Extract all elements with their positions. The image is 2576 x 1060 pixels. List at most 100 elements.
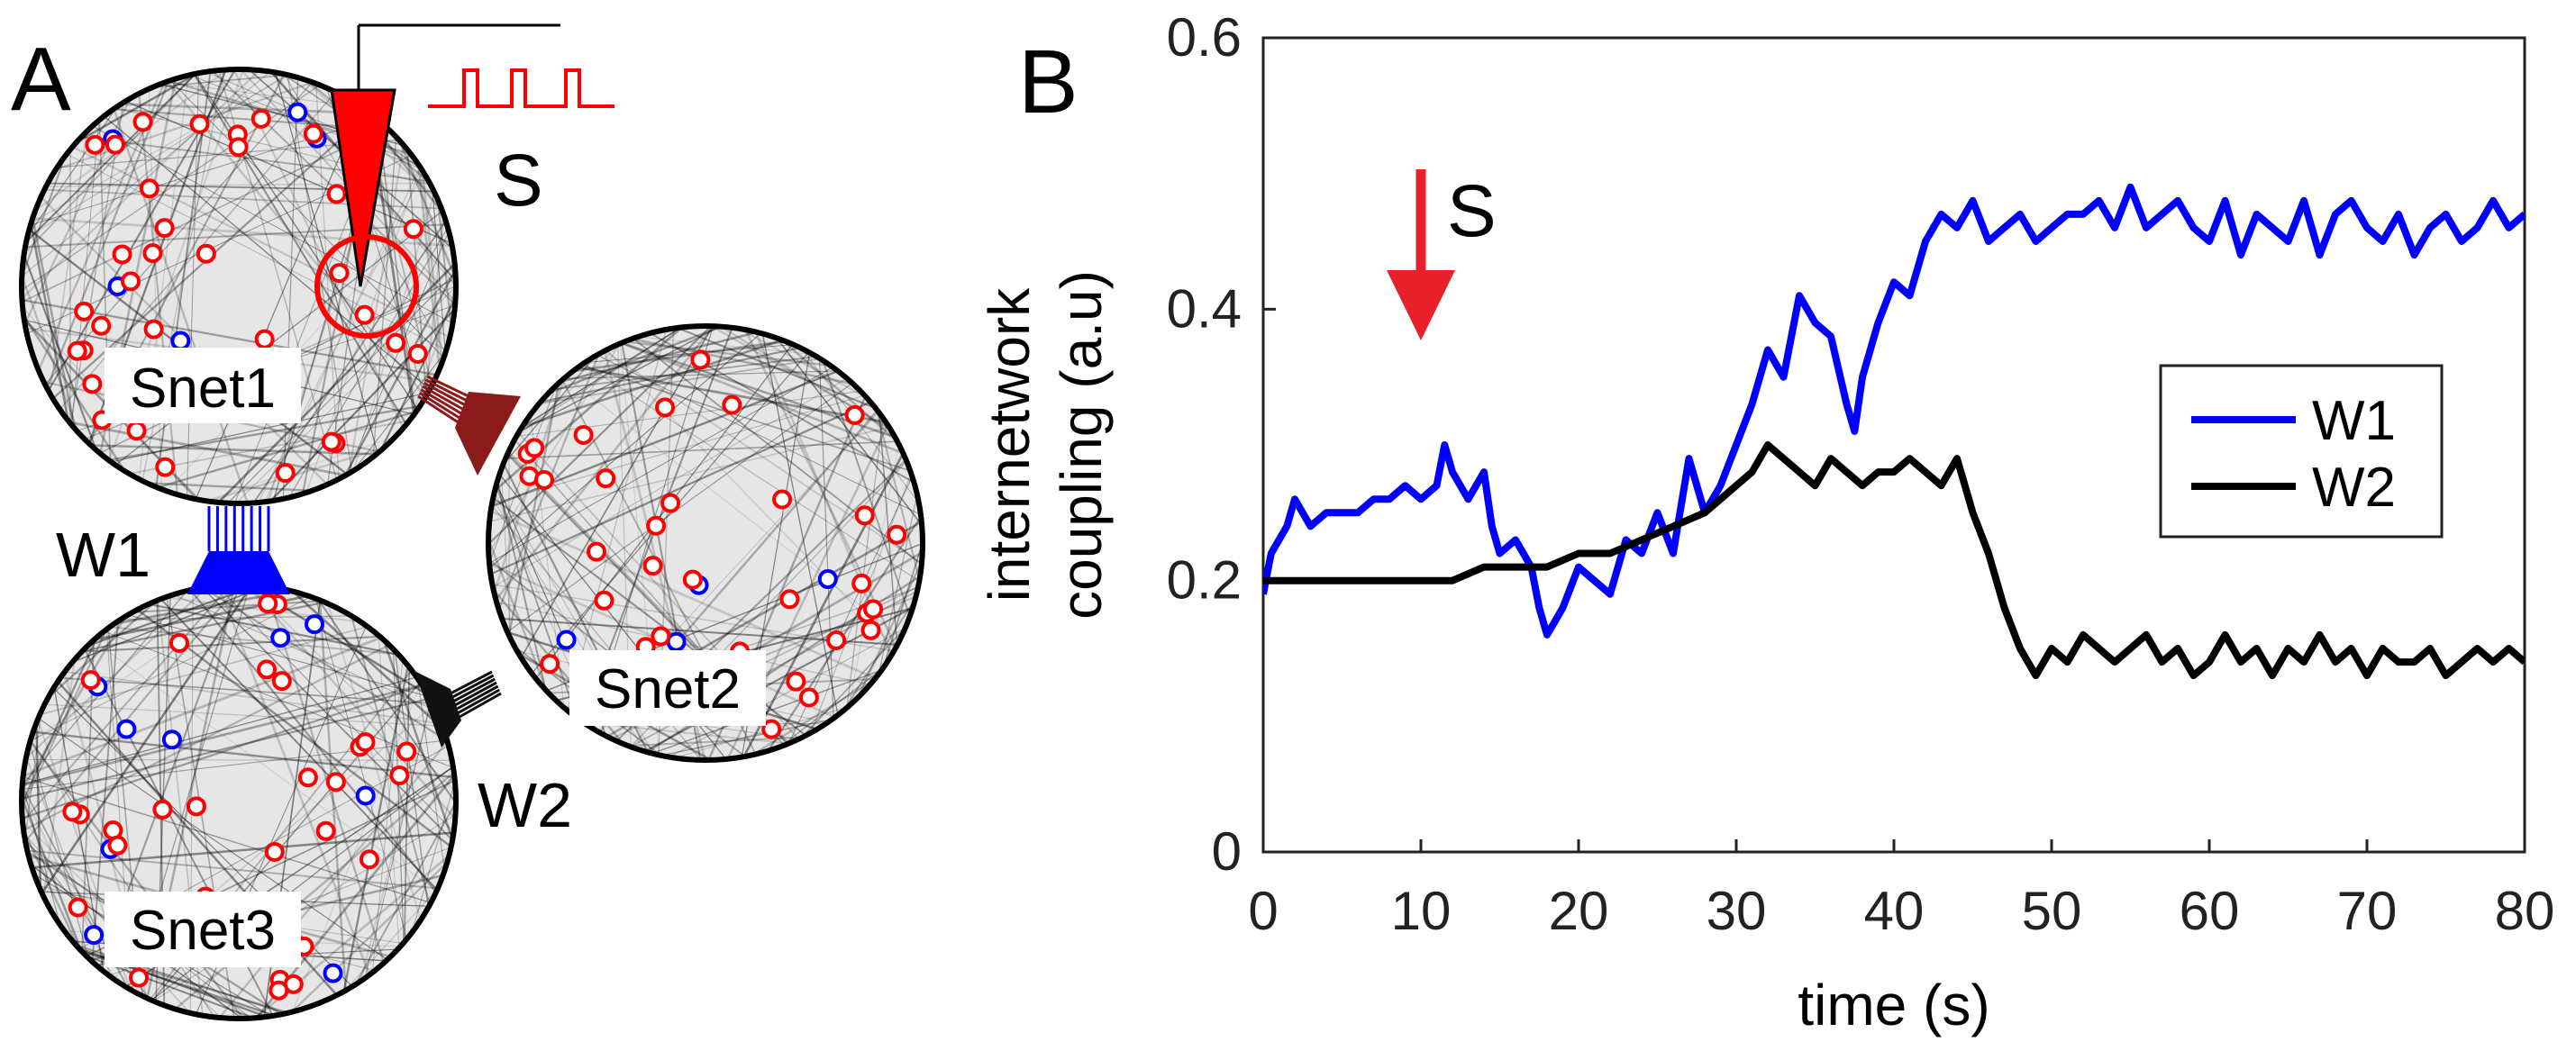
connection-line — [596, 354, 922, 516]
excitatory-neuron — [303, 123, 323, 144]
connection-line — [505, 440, 897, 460]
connection-line — [565, 376, 902, 638]
y-tick-label: 0.2 — [1167, 550, 1242, 611]
connection-line — [660, 719, 833, 756]
connection-line — [352, 192, 435, 471]
connection-line — [22, 684, 423, 820]
coupling-connectors — [187, 375, 521, 747]
stimulus-electrode: S — [314, 23, 614, 339]
connection-line — [152, 814, 456, 1001]
connection-line — [23, 314, 126, 472]
connection-line — [560, 331, 758, 384]
excitatory-neuron — [105, 134, 125, 155]
connection-line — [364, 700, 432, 979]
excitatory-neuron — [646, 515, 667, 536]
connection-line — [548, 326, 723, 394]
excitatory-neuron — [651, 626, 671, 647]
excitatory-neuron — [143, 319, 164, 340]
inhibitory-neuron — [287, 102, 308, 122]
connection-line — [31, 74, 289, 224]
connection-line — [846, 418, 884, 708]
connection-line — [822, 359, 911, 617]
connection-line — [22, 71, 271, 277]
y-axis-label: internetwork coupling (a.u) — [977, 270, 1114, 620]
panel-b-letter: B — [1018, 32, 1079, 132]
excitatory-neuron — [594, 590, 614, 611]
label-background — [569, 650, 766, 726]
w1-connector — [207, 506, 270, 551]
connection-line — [55, 81, 314, 170]
excitatory-neuron — [168, 633, 189, 654]
connection-line — [232, 69, 405, 429]
connection-line — [516, 390, 861, 438]
inhibitory-neuron — [161, 729, 182, 750]
connection-line — [22, 275, 79, 433]
inhibitory-neuron — [84, 925, 105, 946]
connection-line — [22, 697, 431, 800]
connection-line — [189, 589, 437, 893]
excitatory-neuron — [690, 349, 711, 370]
connection-line — [882, 542, 923, 668]
connection-line — [201, 586, 453, 841]
connection-line — [49, 131, 88, 394]
connection-line — [264, 166, 421, 503]
connection-line — [585, 344, 794, 363]
excitatory-neuron — [264, 841, 285, 862]
y-axis-label-line2: coupling (a.u) — [1049, 270, 1114, 620]
connection-line — [27, 849, 439, 890]
excitatory-neuron — [786, 671, 806, 692]
stimulus-arrow-shaft — [1415, 169, 1426, 282]
connection-line — [490, 510, 877, 680]
inhibitory-neuron — [270, 628, 291, 648]
subnetwork-snet1: Snet1 — [19, 67, 459, 506]
excitatory-neuron — [186, 796, 206, 817]
excitatory-neuron — [189, 113, 210, 134]
connection-line — [604, 349, 923, 565]
w2-connector — [450, 670, 502, 719]
connection-line — [318, 600, 347, 991]
excitatory-neuron — [132, 112, 153, 132]
excitatory-neuron — [129, 967, 150, 988]
connection-line — [801, 348, 920, 503]
connection-line — [22, 790, 115, 980]
connection-line — [567, 329, 667, 711]
connection-line — [581, 364, 911, 472]
w1-connector-icon — [187, 551, 290, 594]
connection-line — [379, 295, 456, 451]
label-background — [105, 348, 301, 423]
excitatory-neuron — [329, 263, 350, 284]
connection-line — [751, 679, 875, 756]
connection-line — [81, 635, 380, 653]
excitatory-neuron — [271, 671, 292, 692]
connection-line — [76, 72, 198, 144]
connection-line — [343, 888, 439, 992]
excitatory-neuron — [642, 556, 663, 576]
x-tick-label: 70 — [2337, 881, 2398, 941]
w1-label: W1 — [56, 520, 150, 590]
excitatory-neuron — [407, 343, 428, 364]
connection-line — [495, 485, 578, 719]
connection-line — [343, 269, 456, 476]
connection-line — [275, 72, 378, 454]
legend-label-w1: W1 — [2312, 390, 2396, 452]
stimulation-area-icon — [314, 234, 419, 339]
x-tick-label: 80 — [2495, 881, 2555, 941]
connection-line — [631, 338, 854, 385]
excitatory-neuron — [250, 108, 271, 129]
connection-line — [90, 444, 377, 456]
connection-line — [216, 584, 454, 833]
excitatory-neuron — [772, 489, 793, 510]
connection-line — [157, 410, 417, 489]
excitatory-neuron — [85, 134, 105, 155]
connection-line — [24, 584, 241, 843]
connection-line — [742, 452, 905, 757]
x-tick-label: 10 — [1391, 881, 1452, 941]
connection-line — [66, 153, 447, 351]
connection-line — [506, 383, 853, 633]
x-tick-label: 60 — [2180, 881, 2240, 941]
connection-line — [578, 366, 887, 424]
connection-line — [551, 356, 817, 391]
connection-line — [347, 231, 450, 475]
excitatory-neuron — [860, 620, 881, 640]
connection-line — [875, 408, 921, 581]
